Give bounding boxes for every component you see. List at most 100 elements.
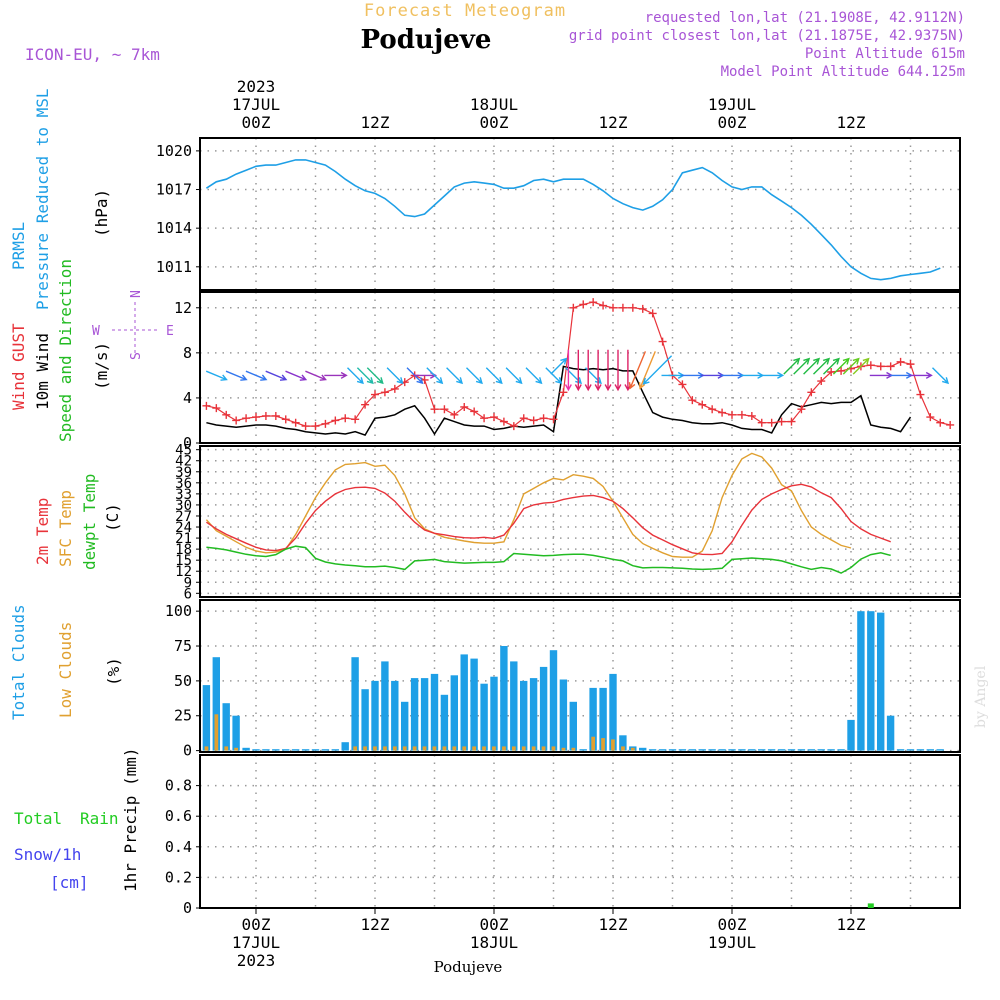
temp2m-label: 2m Temp <box>33 498 52 565</box>
gust-marker <box>936 418 945 427</box>
wind-direction-arrow <box>446 367 464 385</box>
total-cloud-bar <box>559 679 568 751</box>
total-clouds-label: Total Clouds <box>9 604 28 720</box>
y-tick-label: 1020 <box>156 142 192 160</box>
compass-w: W <box>92 324 100 339</box>
y-tick-label: 4 <box>183 389 192 407</box>
clouds-unit: (%) <box>104 657 123 686</box>
total-cloud-bar <box>420 678 429 751</box>
wind-direction-arrow <box>783 357 801 375</box>
gust-marker <box>529 416 538 425</box>
gust-label: Wind GUST <box>9 323 28 410</box>
panel-frame <box>199 137 961 291</box>
total-cloud-bar <box>401 701 409 751</box>
wind-direction-arrow <box>594 349 602 392</box>
y-tick-label: 25 <box>174 707 192 725</box>
snow-label-a: Snow/1h <box>14 845 81 864</box>
gust-marker <box>599 301 608 310</box>
total-cloud-bar <box>212 657 220 751</box>
gridpoint-coords: grid point closest lon,lat (21.1875E, 42… <box>569 28 965 44</box>
time-label-top: 19JUL <box>708 95 756 114</box>
time-label-bottom: 00Z <box>242 915 271 934</box>
gust-marker <box>380 388 389 397</box>
y-tick-label: 33 <box>175 487 192 503</box>
total-cloud-bar <box>817 749 825 751</box>
gust-marker <box>430 405 439 414</box>
total-cloud-bar <box>599 687 607 751</box>
wind-direction-arrow <box>842 357 860 375</box>
total-cloud-bar <box>718 749 726 751</box>
sfc-temp-label: SFC Temp <box>56 490 75 567</box>
model-altitude: Model Point Altitude 644.125m <box>721 64 965 80</box>
wind-direction-arrow <box>604 349 612 392</box>
low-cloud-bar <box>631 747 635 751</box>
prmsl-long-label: Pressure Reduced to MSL <box>33 88 52 310</box>
gust-marker <box>618 303 627 312</box>
gust-marker <box>866 361 875 370</box>
low-cloud-bar <box>611 739 615 751</box>
wind-direction-arrow <box>852 357 870 375</box>
time-label-top: 12Z <box>837 113 866 132</box>
gust-marker <box>946 420 955 429</box>
gust-marker <box>797 405 806 414</box>
total-cloud-bar <box>609 673 617 751</box>
total-cloud-bar <box>827 749 835 751</box>
time-label-top: 00Z <box>718 113 747 132</box>
dewpt-label: dewpt Temp <box>80 474 99 570</box>
low-clouds-label: Low Clouds <box>56 622 75 718</box>
total-cloud-bar <box>847 719 855 751</box>
total-cloud-bar <box>500 646 508 751</box>
gust-marker <box>906 360 915 369</box>
y-tick-label: 0.8 <box>165 777 192 795</box>
gust-marker <box>490 413 498 422</box>
low-cloud-bar <box>482 746 486 751</box>
total-cloud-bar <box>272 749 280 751</box>
y-tick-label: 1017 <box>156 181 192 199</box>
wind-direction-arrow <box>832 357 850 375</box>
low-cloud-bar <box>234 747 238 751</box>
wind-direction-arrow <box>584 349 592 392</box>
y-tick-label: 8 <box>183 344 192 362</box>
rain-bar <box>867 903 874 908</box>
point-altitude: Point Altitude 615m <box>805 46 965 62</box>
total-cloud-bar <box>936 749 944 751</box>
gust-marker <box>212 404 221 413</box>
wind-direction-arrow <box>869 371 894 379</box>
total-cloud-bar <box>926 749 934 751</box>
wind-direction-arrow <box>614 349 622 392</box>
time-label-bottom: 18JUL <box>470 933 518 952</box>
low-cloud-bar <box>551 746 556 751</box>
total-cloud-bar <box>896 749 905 751</box>
total-cloud-bar <box>708 749 716 751</box>
wind-direction-arrow <box>813 357 831 375</box>
wind-direction-arrow <box>628 351 647 390</box>
wind-direction-arrow <box>932 367 950 385</box>
wind-direction-arrow <box>285 370 308 381</box>
wind-direction-arrow <box>793 357 811 375</box>
wind-direction-arrow <box>564 349 572 392</box>
low-cloud-bar <box>591 736 595 751</box>
panel-frame <box>199 445 961 598</box>
compass-n: N <box>129 290 144 298</box>
total-cloud-bar <box>529 678 538 751</box>
y-tick-label: 0 <box>183 899 192 917</box>
gust-line <box>206 301 951 427</box>
total-cloud-bar <box>440 694 449 751</box>
total-cloud-bar <box>758 749 766 751</box>
y-tick-label: 1011 <box>156 258 192 276</box>
total-cloud-bar <box>222 703 230 751</box>
gust-marker <box>242 414 251 423</box>
pressure-line <box>205 159 941 281</box>
footer-location: Podujeve <box>434 958 503 976</box>
low-cloud-bar <box>561 747 566 751</box>
gust-marker <box>509 422 518 431</box>
wind-direction-arrow <box>681 371 705 379</box>
gust-marker <box>450 410 459 419</box>
y-tick-label: 12 <box>175 564 192 580</box>
gust-marker <box>569 303 578 312</box>
time-label-bottom: 2023 <box>237 951 276 970</box>
gust-marker <box>559 388 568 397</box>
total-cloud-bar <box>807 749 815 751</box>
gust-marker <box>648 309 657 318</box>
wind-direction-arrow <box>889 371 914 379</box>
